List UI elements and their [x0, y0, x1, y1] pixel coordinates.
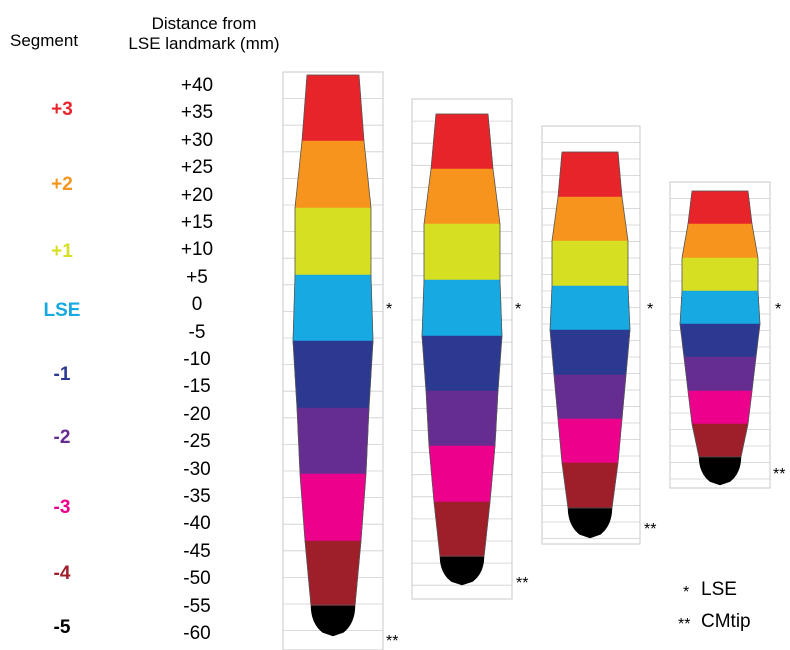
- tongue-segment: [301, 74, 365, 142]
- legend-lse-mark: *: [683, 584, 690, 601]
- distance-tick-label: -60: [183, 623, 211, 644]
- lse-marker: *: [647, 301, 653, 318]
- tongue-diagram-2: ***: [411, 98, 528, 600]
- distance-tick-label: -10: [183, 349, 211, 370]
- tongue-segment: [430, 113, 494, 170]
- tongue-segment: [294, 140, 372, 209]
- tongue-segment: [681, 257, 759, 292]
- tongue-segment: [428, 445, 496, 503]
- tongue-segment: [549, 285, 631, 331]
- segment-label: -3: [53, 497, 71, 518]
- distance-tick-label: -30: [183, 458, 211, 480]
- diagram-frame: [411, 98, 513, 600]
- distance-tick-label: -15: [183, 376, 211, 398]
- tongue-segment: [549, 329, 631, 376]
- segment-label: -4: [53, 563, 71, 584]
- segment-label: +1: [51, 241, 73, 262]
- tongue-segment: [551, 240, 629, 287]
- tongue-diagram-1: ***: [282, 71, 398, 650]
- tongue-segment: [423, 223, 501, 281]
- tongue-segment: [292, 274, 374, 342]
- cmtip-marker: **: [516, 575, 528, 592]
- distance-tick-label: -20: [183, 403, 211, 425]
- cmtip-marker: **: [386, 633, 398, 650]
- tongue-segment: [423, 168, 501, 225]
- tongue-segment: [691, 423, 749, 458]
- diagram-frame: [541, 125, 641, 545]
- tongue-segment: [687, 390, 753, 425]
- segment-header: Segment: [10, 31, 79, 50]
- tongue-segment: [304, 540, 362, 607]
- lse-marker: *: [515, 301, 521, 318]
- tongue-outline: [292, 74, 374, 606]
- tongue-segment: [679, 323, 761, 358]
- tongue-segment: [294, 207, 372, 276]
- distance-header-line1: Distance from: [151, 14, 257, 33]
- distance-tick-label: +30: [180, 129, 214, 151]
- lse-marker: *: [775, 301, 781, 318]
- segment-label: +3: [51, 99, 73, 120]
- tongue-outline: [679, 190, 761, 458]
- tongue-segment: [439, 556, 485, 586]
- tongue-segment: [698, 456, 742, 486]
- distance-tick-label: -55: [183, 595, 211, 617]
- distance-tick-label: -40: [183, 513, 211, 535]
- tongue-segment: [299, 473, 367, 542]
- tongue-segment: [292, 340, 374, 409]
- distance-tick-label: +15: [180, 212, 214, 233]
- tongue-diagram-4: ***: [669, 181, 785, 489]
- segment-label: -1: [53, 364, 71, 385]
- cmtip-marker: **: [644, 521, 656, 538]
- segment-label: +2: [51, 174, 73, 195]
- segment-label: -5: [53, 617, 71, 638]
- distance-tick-label: -25: [183, 431, 211, 453]
- distance-tick-label: -5: [188, 321, 206, 343]
- tongue-segment: [557, 151, 623, 198]
- segment-label: LSE: [43, 300, 81, 321]
- tongue-outline: [549, 151, 631, 509]
- tongue-outline: [421, 113, 503, 557]
- tongue-segment: [683, 356, 757, 392]
- cmtip-marker: **: [773, 466, 785, 483]
- tongue-segment: [561, 462, 619, 509]
- legend-cmtip-text: CMtip: [701, 611, 751, 632]
- distance-tick-label: +35: [180, 102, 214, 124]
- legend-cmtip-mark: **: [678, 616, 691, 633]
- diagram-frame: [282, 71, 384, 650]
- distance-tick-label: +40: [180, 75, 214, 96]
- distance-tick-label: -50: [183, 568, 211, 590]
- tongue-segment: [551, 196, 629, 242]
- segment-label: -2: [53, 427, 71, 448]
- distance-tick-label: -35: [183, 486, 211, 507]
- legend-lse-text: LSE: [701, 579, 737, 600]
- tongue-segment: [421, 279, 503, 337]
- tongue-segment: [553, 374, 627, 420]
- distance-tick-label: +20: [180, 184, 214, 206]
- tongue-segment: [310, 605, 356, 637]
- tongue-segment: [296, 407, 370, 475]
- lse-marker: *: [386, 301, 392, 318]
- tongue-segment: [433, 501, 491, 558]
- tongue-segment: [425, 390, 499, 447]
- tongue-segment: [567, 507, 613, 539]
- diagram-frame: [669, 181, 771, 489]
- distance-tick-label: 0: [191, 294, 203, 316]
- tongue-segment: [681, 223, 759, 259]
- tongue-segment: [557, 418, 623, 464]
- distance-header: Distance from LSE landmark (mm): [108, 14, 300, 54]
- tongue-diagram-3: ***: [541, 125, 656, 545]
- tongue-segment: [679, 290, 761, 325]
- distance-tick-label: +10: [180, 239, 214, 261]
- distance-tick-label: +25: [180, 157, 214, 179]
- tongue-segment: [421, 335, 503, 392]
- tongue-segment: [687, 190, 753, 225]
- distance-tick-label: -45: [183, 540, 211, 562]
- distance-header-line2: LSE landmark (mm): [128, 34, 280, 53]
- distance-tick-label: +5: [186, 266, 208, 288]
